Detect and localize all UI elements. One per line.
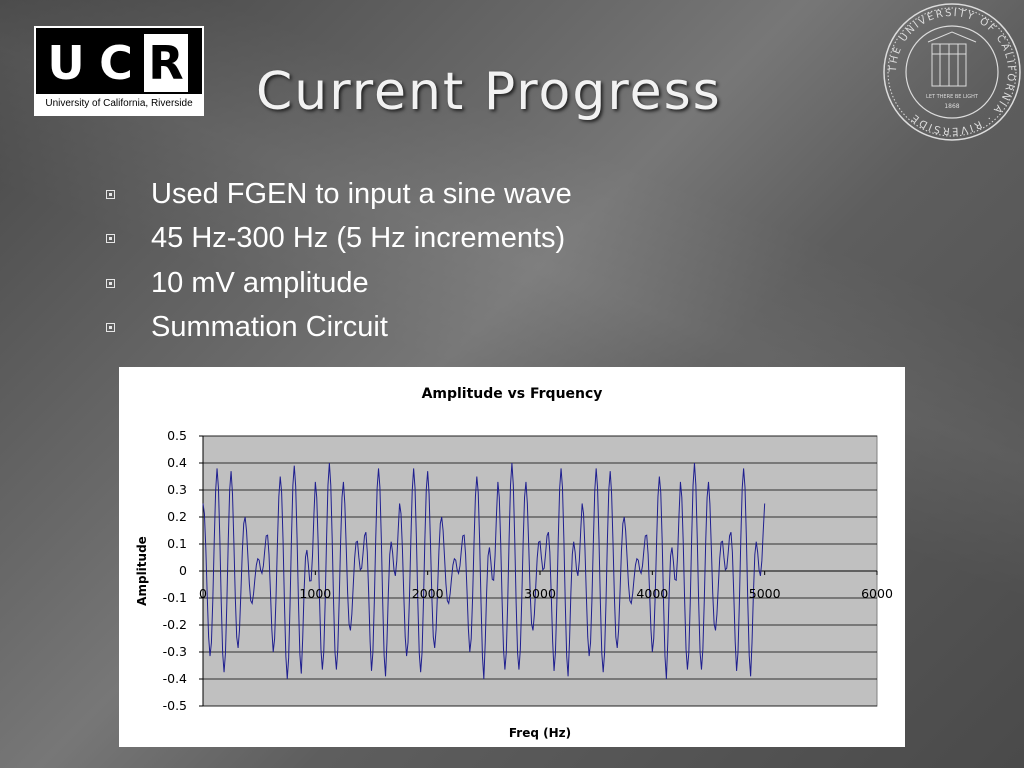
bullet-item: Used FGEN to input a sine wave xyxy=(104,172,572,217)
y-tick-label: -0.5 xyxy=(163,698,187,713)
series-line xyxy=(202,462,766,680)
ucr-logo: U C R University of California, Riversid… xyxy=(34,26,204,116)
square-bullet-icon xyxy=(106,189,115,199)
x-tick-label: 6000 xyxy=(861,586,893,601)
y-tick-label: 0.3 xyxy=(167,482,187,497)
y-tick-label: -0.1 xyxy=(163,590,187,605)
amplitude-chart: 0 1000 2000 3000 4000 5000 6000 0.5 0.4 0.3 0.2 0.… xyxy=(119,367,905,747)
axes xyxy=(202,436,878,706)
y-tick-label: 0.4 xyxy=(167,455,187,470)
series-layer xyxy=(202,462,766,680)
y-tick-label: -0.2 xyxy=(163,617,187,632)
bullet-item: 10 mV amplitude xyxy=(104,261,572,306)
y-tick-label: 0 xyxy=(179,563,187,578)
square-bullet-icon xyxy=(106,278,115,288)
bullet-item: 45 Hz-300 Hz (5 Hz increments) xyxy=(104,217,572,262)
bullet-text: Used FGEN to input a sine wave xyxy=(151,177,572,210)
square-bullet-icon xyxy=(106,234,115,244)
x-tick-label: 5000 xyxy=(749,586,781,601)
y-axis-label: Amplitude xyxy=(135,536,149,606)
y-tick-labels: 0.5 0.4 0.3 0.2 0.1 0 -0.1 -0.2 -0.3 -0.4 -0.5 xyxy=(163,428,187,713)
bullet-item: Summation Circuit xyxy=(104,306,572,351)
logo-letter-r: R xyxy=(144,34,188,92)
slide-title: Current Progress xyxy=(256,62,722,122)
y-tick-label: -0.3 xyxy=(163,644,187,659)
x-tick-label: 0 xyxy=(199,586,207,601)
x-tick-label: 3000 xyxy=(524,586,556,601)
square-bullet-icon xyxy=(106,323,115,333)
chart-title: Amplitude vs Frquency xyxy=(422,386,603,402)
bullet-text: 10 mV amplitude xyxy=(151,266,369,299)
bullet-text: 45 Hz-300 Hz (5 Hz increments) xyxy=(151,222,566,255)
x-tick-labels: 0 1000 2000 3000 4000 5000 6000 xyxy=(199,586,893,601)
y-tick-label: 0.5 xyxy=(167,428,187,443)
y-tick-label: 0.2 xyxy=(167,509,187,524)
seal-motto: LET THERE BE LIGHT xyxy=(926,94,979,100)
bullet-list: Used FGEN to input a sine wave 45 Hz-300… xyxy=(104,172,572,350)
chart-canvas: 0 1000 2000 3000 4000 5000 6000 0.50.40.30.20.… xyxy=(135,386,893,740)
logo-letter-u: U xyxy=(47,36,85,90)
x-axis-label: Freq (Hz) xyxy=(509,726,571,740)
logo-letter-c: C xyxy=(99,36,133,90)
bullet-text: Summation Circuit xyxy=(151,311,388,344)
logo-subtitle: University of California, Riverside xyxy=(36,94,202,114)
y-tick-label: 0.1 xyxy=(167,536,187,551)
grid-lines xyxy=(199,435,877,707)
y-tick-label: -0.4 xyxy=(163,671,187,686)
x-tick-label: 1000 xyxy=(299,586,331,601)
university-seal-icon: THE UNIVERSITY OF CALIFORNIA · RIVERSIDE… xyxy=(883,3,1021,141)
seal-year: 1868 xyxy=(944,103,959,110)
x-tick-label: 4000 xyxy=(636,586,668,601)
x-tick-label: 2000 xyxy=(412,586,444,601)
